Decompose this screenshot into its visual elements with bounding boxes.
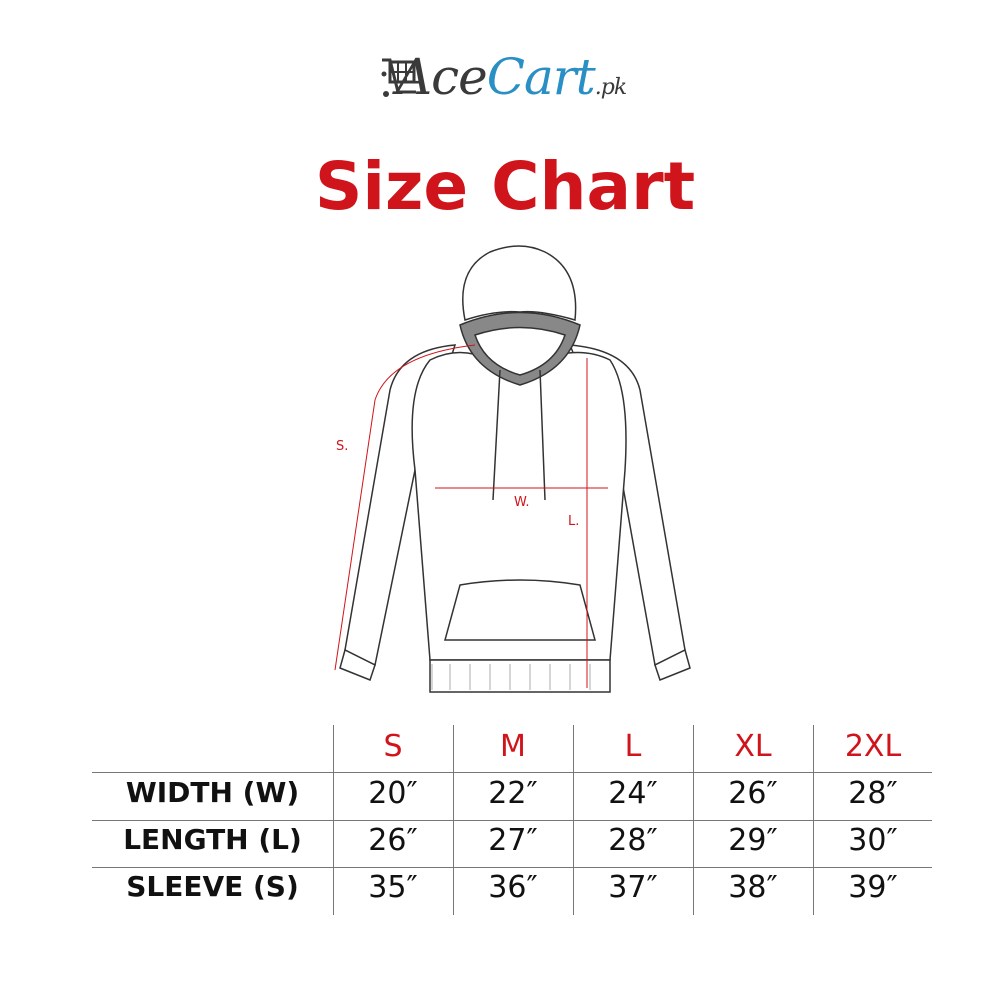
brand-name-cart: Cart <box>486 48 596 106</box>
size-header: M <box>500 729 526 764</box>
size-table: S M L XL 2XL WIDTH (W) 20″ 22″ 24″ 26″ 28″ LENGTH (… <box>92 725 932 915</box>
size-header: L <box>624 729 642 764</box>
page-title: Size Chart <box>314 148 696 225</box>
row-label: LENGTH (L) <box>123 823 302 856</box>
table-cell: 38″ <box>728 870 778 905</box>
brand-logo: AceCart.pk <box>380 48 660 113</box>
table-cell: 30″ <box>848 823 898 858</box>
table-cell: 29″ <box>728 823 778 858</box>
table-cell: 24″ <box>608 776 658 811</box>
divider <box>92 867 932 868</box>
waistband <box>429 659 611 693</box>
table-cell: 22″ <box>488 776 538 811</box>
table-cell: 26″ <box>728 776 778 811</box>
divider <box>92 772 932 773</box>
size-header: S <box>383 729 403 764</box>
brand-suffix: .pk <box>594 75 627 100</box>
size-header: XL <box>734 729 772 764</box>
table-cell: 26″ <box>368 823 418 858</box>
left-cuff <box>339 648 376 681</box>
sleeve-measure-line <box>334 344 476 671</box>
sleeve-label: S. <box>336 439 348 454</box>
table-cell: 37″ <box>608 870 658 905</box>
table-cell: 28″ <box>608 823 658 858</box>
table-cell: 20″ <box>368 776 418 811</box>
row-label: SLEEVE (S) <box>126 870 299 903</box>
brand-name-ace: Ace <box>396 48 488 106</box>
shopping-cart-icon <box>381 58 416 97</box>
kangaroo-pocket <box>444 579 596 641</box>
table-cell: 27″ <box>488 823 538 858</box>
brand-name: AceCart.pk <box>396 48 627 106</box>
table-cell: 39″ <box>848 870 898 905</box>
size-header: 2XL <box>844 729 902 764</box>
right-cuff <box>654 648 691 681</box>
hoodie-diagram: S. W. L. <box>334 245 691 693</box>
table-cell: 28″ <box>848 776 898 811</box>
width-label: W. <box>514 495 530 510</box>
table-cell: 36″ <box>488 870 538 905</box>
divider <box>92 820 932 821</box>
row-label: WIDTH (W) <box>125 776 300 809</box>
length-label: L. <box>568 514 579 529</box>
table-cell: 35″ <box>368 870 418 905</box>
hood <box>462 245 577 321</box>
